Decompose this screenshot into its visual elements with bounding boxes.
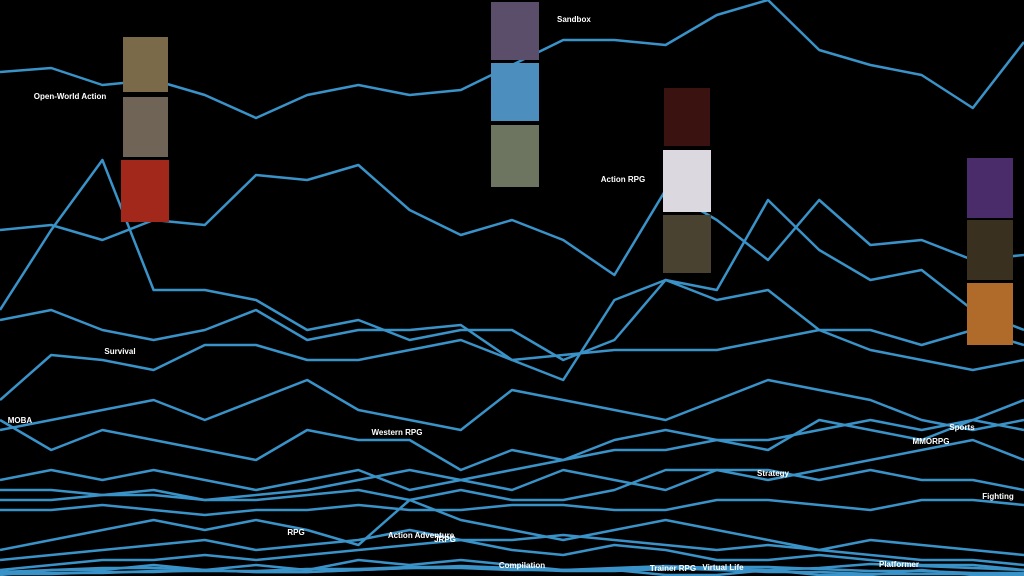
series-label: Sandbox — [557, 15, 591, 24]
game-cover — [663, 150, 711, 212]
game-cover — [491, 2, 539, 60]
series-label: Strategy — [757, 469, 790, 478]
game-cover — [663, 215, 711, 273]
series-line — [0, 562, 1024, 574]
series-label: Virtual Life — [702, 563, 744, 572]
series-line — [0, 198, 1024, 382]
series-line — [0, 398, 1024, 492]
series-line — [0, 163, 1024, 277]
series-line — [0, 418, 1024, 472]
cover-art — [121, 2, 1013, 345]
game-cover — [967, 158, 1013, 218]
game-cover — [967, 283, 1013, 345]
series-label: Compilation — [499, 561, 545, 570]
series-line — [0, 528, 1024, 567]
series-label: Sports — [949, 423, 975, 432]
game-cover — [123, 37, 168, 92]
game-cover — [491, 125, 539, 187]
series-label: Platformer — [879, 560, 919, 569]
series-line — [0, 438, 1024, 502]
game-cover — [123, 97, 168, 157]
game-cover — [121, 160, 169, 222]
game-cover — [491, 63, 539, 121]
series-line — [0, 158, 1024, 372]
series-label: Action Adventure — [388, 531, 455, 540]
series-label: MOBA — [8, 416, 33, 425]
series-label: Action RPG — [601, 175, 645, 184]
series-label: Open-World Action — [34, 92, 107, 101]
series-label: MMORPG — [913, 437, 950, 446]
game-cover — [664, 88, 710, 146]
series-label: Survival — [104, 347, 135, 356]
series-label: Trainer RPG — [650, 564, 696, 573]
series-line — [0, 538, 1024, 572]
game-cover — [967, 220, 1013, 280]
series-line — [0, 558, 1024, 576]
series-label: Fighting — [982, 492, 1014, 501]
series-label: RPG — [287, 528, 304, 537]
series-line — [0, 468, 1024, 502]
series-label: JRPG — [434, 535, 456, 544]
series-label: Western RPG — [372, 428, 423, 437]
series-line — [0, 498, 1024, 517]
series-line — [0, 498, 1024, 557]
series-line — [0, 378, 1024, 432]
